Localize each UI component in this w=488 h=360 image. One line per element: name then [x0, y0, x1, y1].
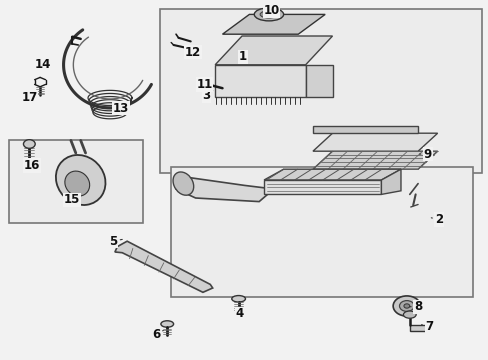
Text: 17: 17 — [21, 91, 38, 104]
Ellipse shape — [231, 296, 245, 302]
Polygon shape — [264, 180, 381, 194]
Bar — [171, 167, 472, 297]
Polygon shape — [381, 169, 400, 194]
Bar — [9, 140, 143, 223]
Text: 7: 7 — [425, 320, 432, 333]
Polygon shape — [222, 14, 325, 34]
Polygon shape — [312, 126, 417, 133]
Ellipse shape — [23, 140, 35, 148]
Text: 11: 11 — [196, 78, 212, 91]
Ellipse shape — [161, 321, 173, 327]
Ellipse shape — [254, 8, 283, 21]
Polygon shape — [264, 169, 400, 180]
Polygon shape — [215, 65, 305, 97]
Text: 10: 10 — [263, 4, 279, 17]
Polygon shape — [115, 241, 212, 292]
Text: 5: 5 — [109, 235, 117, 248]
Polygon shape — [312, 151, 437, 169]
Text: 15: 15 — [64, 193, 81, 206]
Text: 12: 12 — [184, 46, 201, 59]
Ellipse shape — [399, 301, 413, 311]
Polygon shape — [312, 133, 437, 151]
Text: 4: 4 — [235, 307, 243, 320]
Ellipse shape — [403, 311, 415, 318]
Ellipse shape — [260, 11, 277, 18]
Text: 14: 14 — [35, 58, 51, 71]
Ellipse shape — [173, 172, 193, 195]
Ellipse shape — [392, 296, 420, 316]
Text: 16: 16 — [23, 159, 40, 172]
Text: 1: 1 — [239, 50, 246, 63]
Polygon shape — [409, 325, 428, 331]
Polygon shape — [176, 176, 273, 202]
Text: 6: 6 — [152, 328, 160, 341]
Bar — [160, 9, 481, 173]
Text: 9: 9 — [423, 148, 431, 161]
Ellipse shape — [56, 155, 105, 205]
Polygon shape — [215, 36, 332, 65]
Text: 8: 8 — [413, 300, 421, 313]
Text: 3: 3 — [202, 89, 210, 102]
Ellipse shape — [403, 304, 409, 308]
Text: 13: 13 — [113, 102, 129, 114]
Ellipse shape — [65, 171, 89, 196]
Text: 2: 2 — [434, 213, 442, 226]
Polygon shape — [305, 65, 332, 97]
